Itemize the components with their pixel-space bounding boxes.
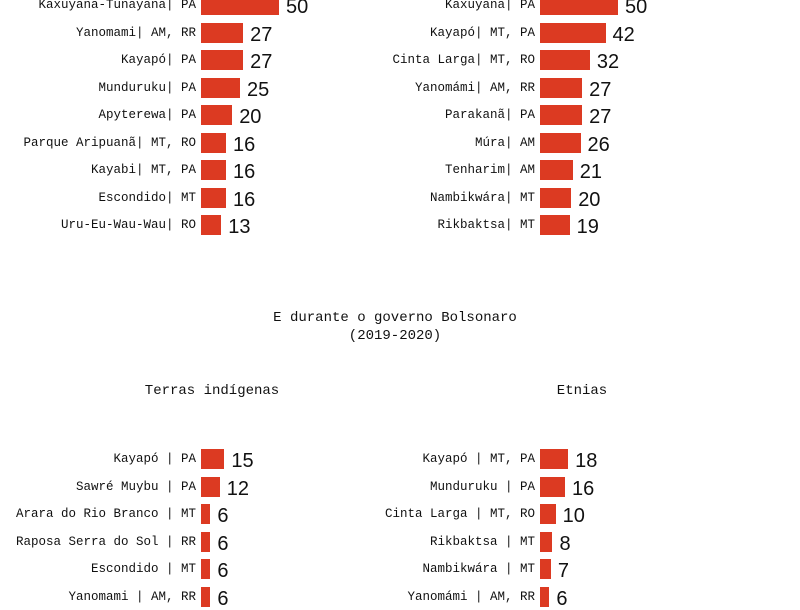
bar-label: Kayabi| MT, PA — [90, 163, 196, 177]
bar — [540, 215, 570, 235]
bar-label: Múra| AM — [474, 135, 535, 150]
bar-value: 27 — [250, 23, 273, 46]
bar — [540, 22, 606, 43]
bar — [540, 105, 583, 125]
bar-value: 16 — [232, 161, 256, 183]
bar-value: 21 — [579, 161, 602, 183]
section-period: (2019-2020) — [348, 328, 442, 344]
bar — [201, 77, 240, 98]
bar-value: 12 — [226, 477, 249, 500]
bar-value: 6 — [217, 560, 229, 582]
bar — [540, 586, 550, 607]
bar — [201, 504, 211, 524]
bar-value: 25 — [247, 78, 270, 101]
bar-label: Arara do Rio Branco | MT — [15, 507, 196, 521]
bar-value: 32 — [596, 51, 620, 73]
chart-title-terras: Terras indígenas — [144, 383, 280, 399]
bar-label: Parque Aripuanã| MT, RO — [23, 135, 196, 150]
bar-label: Escondido | MT — [90, 562, 196, 576]
bar-label: Kayapó | MT, PA — [422, 452, 535, 466]
bar-label: Kaxuyana-Tunayana| PA — [38, 0, 196, 12]
bar-value: 6 — [217, 587, 229, 610]
bar — [540, 187, 572, 208]
bar-label: Uru-Eu-Wau-Wau| RO — [60, 218, 196, 232]
bar — [201, 476, 220, 497]
bar — [540, 132, 581, 153]
bar-value: 16 — [232, 133, 256, 156]
bar-value: 18 — [575, 450, 598, 472]
chart-title-etnias: Etnias — [556, 383, 608, 399]
bar-label: Tenharim| AM — [444, 163, 535, 177]
bar-value: 16 — [232, 188, 256, 211]
bar-label: Cinta Larga| MT, RO — [392, 53, 535, 67]
bar-value: 27 — [250, 51, 273, 73]
bar-label: Kayapó| MT, PA — [429, 25, 535, 40]
bar — [201, 160, 226, 180]
bar — [201, 531, 211, 552]
bar-value: 10 — [562, 505, 585, 527]
bar-value: 50 — [286, 0, 309, 18]
bar — [540, 50, 590, 70]
bar — [540, 476, 565, 497]
bar — [201, 0, 279, 15]
bar-value: 26 — [587, 133, 610, 156]
bar-label: Rikbaktsa| MT — [437, 218, 535, 232]
bar — [201, 586, 211, 607]
bar — [540, 559, 551, 579]
bar-label: Munduruku| PA — [98, 80, 196, 95]
bar-label: Escondido| MT — [98, 190, 196, 205]
bar-label: Yanomámi | AM, RR — [407, 589, 535, 604]
bar-label: Cinta Larga | MT, RO — [384, 507, 535, 521]
bar — [201, 132, 226, 153]
bar-value: 6 — [217, 532, 229, 555]
bar-label: Kaxuyana| PA — [444, 0, 535, 12]
bar — [201, 449, 225, 469]
bar-value: 20 — [239, 106, 262, 128]
bar — [540, 77, 583, 98]
bar — [540, 449, 569, 469]
section-title: E durante o governo Bolsonaro — [273, 310, 517, 326]
bar — [201, 215, 222, 235]
bar — [201, 22, 244, 43]
bar-value: 50 — [625, 0, 648, 18]
bar-value: 13 — [228, 216, 251, 238]
bar-label: Sawré Muybu | PA — [75, 479, 196, 494]
bar-value: 42 — [612, 23, 635, 46]
bar — [540, 160, 573, 180]
bar-label: Kayapó| PA — [120, 53, 196, 67]
bar-value: 27 — [589, 78, 612, 101]
bar-value: 20 — [578, 188, 601, 211]
bar-label: Yanomámi| AM, RR — [414, 80, 535, 95]
bar-label: Munduruku | PA — [429, 479, 535, 494]
bar — [540, 531, 553, 552]
bar-label: Parakanã| PA — [444, 108, 535, 122]
bar — [540, 504, 556, 524]
bar-value: 7 — [557, 560, 570, 582]
bar-label: Rikbaktsa | MT — [429, 534, 535, 549]
bar-value: 8 — [559, 532, 571, 555]
bar-value: 6 — [556, 587, 568, 610]
bar — [540, 0, 618, 15]
bar-label: Apyterewa| PA — [98, 108, 196, 122]
bar-label: Nambikwára | MT — [422, 562, 535, 576]
bar-value: 6 — [217, 505, 229, 527]
bar-label: Kayapó | PA — [113, 452, 196, 466]
bar-label: Raposa Serra do Sol | RR — [15, 534, 196, 549]
bar — [201, 50, 244, 70]
bar-value: 19 — [576, 216, 599, 238]
bar — [201, 187, 226, 208]
bar-value: 15 — [231, 450, 254, 472]
bar-label: Nambikwára| MT — [429, 190, 535, 205]
bar-label: Yanomami | AM, RR — [68, 589, 196, 604]
bar — [201, 105, 233, 125]
bar-value: 27 — [589, 106, 612, 128]
bar — [201, 559, 211, 579]
bar-label: Yanomami| AM, RR — [75, 25, 196, 40]
bar-value: 16 — [571, 477, 595, 500]
